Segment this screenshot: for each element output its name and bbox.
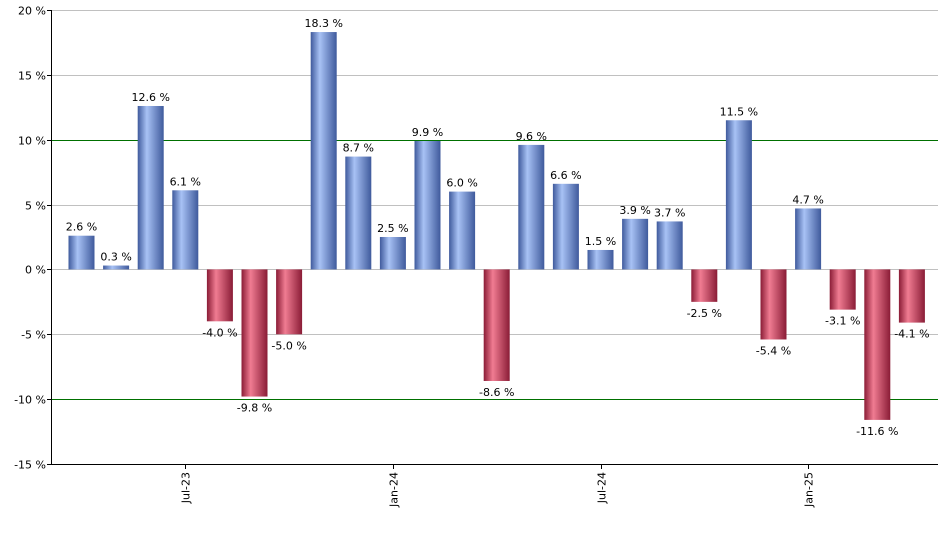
bar xyxy=(379,237,406,270)
bar-value-label: -4.1 % xyxy=(894,328,929,341)
bar xyxy=(414,141,441,270)
y-tick-label: 5 % xyxy=(25,200,46,213)
bar-value-label: 12.6 % xyxy=(131,91,169,104)
bar-value-label: -2.5 % xyxy=(687,307,722,320)
bar-value-label: -5.0 % xyxy=(271,339,306,352)
bars xyxy=(68,32,925,420)
bar-value-label: 6.0 % xyxy=(446,177,477,190)
bar xyxy=(276,269,303,335)
y-tick-label: -10 % xyxy=(14,394,46,407)
x-tick-label: Jan-25 xyxy=(803,472,816,508)
data-labels: 2.6 % 0.3 % 12.6 % 6.1 % -4.0 % -9.8 % -5.0 % 1… xyxy=(66,17,930,438)
bar-value-label: -3.1 % xyxy=(825,315,860,328)
bar xyxy=(725,120,752,270)
x-tick-label: Jul-24 xyxy=(596,472,609,504)
bar-value-label: 9.9 % xyxy=(412,126,443,139)
bar-value-label: 3.7 % xyxy=(654,206,685,219)
bar xyxy=(103,265,130,270)
bar xyxy=(552,183,579,270)
y-tick-label: 0 % xyxy=(25,264,46,277)
bar-value-label: 0.3 % xyxy=(100,251,131,264)
bar-value-label: 2.5 % xyxy=(377,222,408,235)
y-tick-label: 15 % xyxy=(18,70,46,83)
bar-value-label: -4.0 % xyxy=(202,326,237,339)
bar xyxy=(68,235,95,270)
bar xyxy=(483,269,510,381)
bar-value-label: 4.7 % xyxy=(792,193,823,206)
y-tick-label: 20 % xyxy=(18,5,46,18)
bar-value-label: 1.5 % xyxy=(585,235,616,248)
bar-value-label: 8.7 % xyxy=(343,142,374,155)
bar xyxy=(172,190,199,270)
bar xyxy=(691,269,718,302)
bar xyxy=(864,269,891,420)
bar xyxy=(656,221,683,270)
bar xyxy=(518,144,545,270)
axes: 20 % 15 % 10 % 5 % 0 % -5 % -10 % -15 % Jul-23 Ja… xyxy=(14,5,938,508)
bar-value-label: 9.6 % xyxy=(516,130,547,143)
bar xyxy=(795,208,822,270)
bar-value-label: -5.4 % xyxy=(756,344,791,357)
bar-value-label: 6.6 % xyxy=(550,169,581,182)
bar xyxy=(898,269,925,323)
bar xyxy=(760,269,787,340)
y-tick-label: 10 % xyxy=(18,135,46,148)
bar xyxy=(310,32,337,270)
bar xyxy=(622,218,649,270)
bar-value-label: 11.5 % xyxy=(720,105,758,118)
bar-value-label: 2.6 % xyxy=(66,221,97,234)
x-tick-label: Jul-23 xyxy=(180,472,193,504)
bar xyxy=(449,191,476,270)
bar-value-label: 3.9 % xyxy=(619,204,650,217)
x-tick-label: Jan-24 xyxy=(388,472,401,508)
bar xyxy=(137,105,164,270)
bar xyxy=(206,269,233,322)
bar-value-label: -8.6 % xyxy=(479,386,514,399)
bar-value-label: 18.3 % xyxy=(304,17,342,30)
bar xyxy=(345,156,372,270)
bar-value-label: -11.6 % xyxy=(856,425,898,438)
bar-value-label: -9.8 % xyxy=(237,402,272,415)
bar xyxy=(587,249,614,270)
bar xyxy=(829,269,856,310)
bar xyxy=(241,269,268,397)
bar-value-label: 6.1 % xyxy=(170,175,201,188)
y-tick-label: -5 % xyxy=(21,329,46,342)
y-tick-label: -15 % xyxy=(14,459,46,472)
